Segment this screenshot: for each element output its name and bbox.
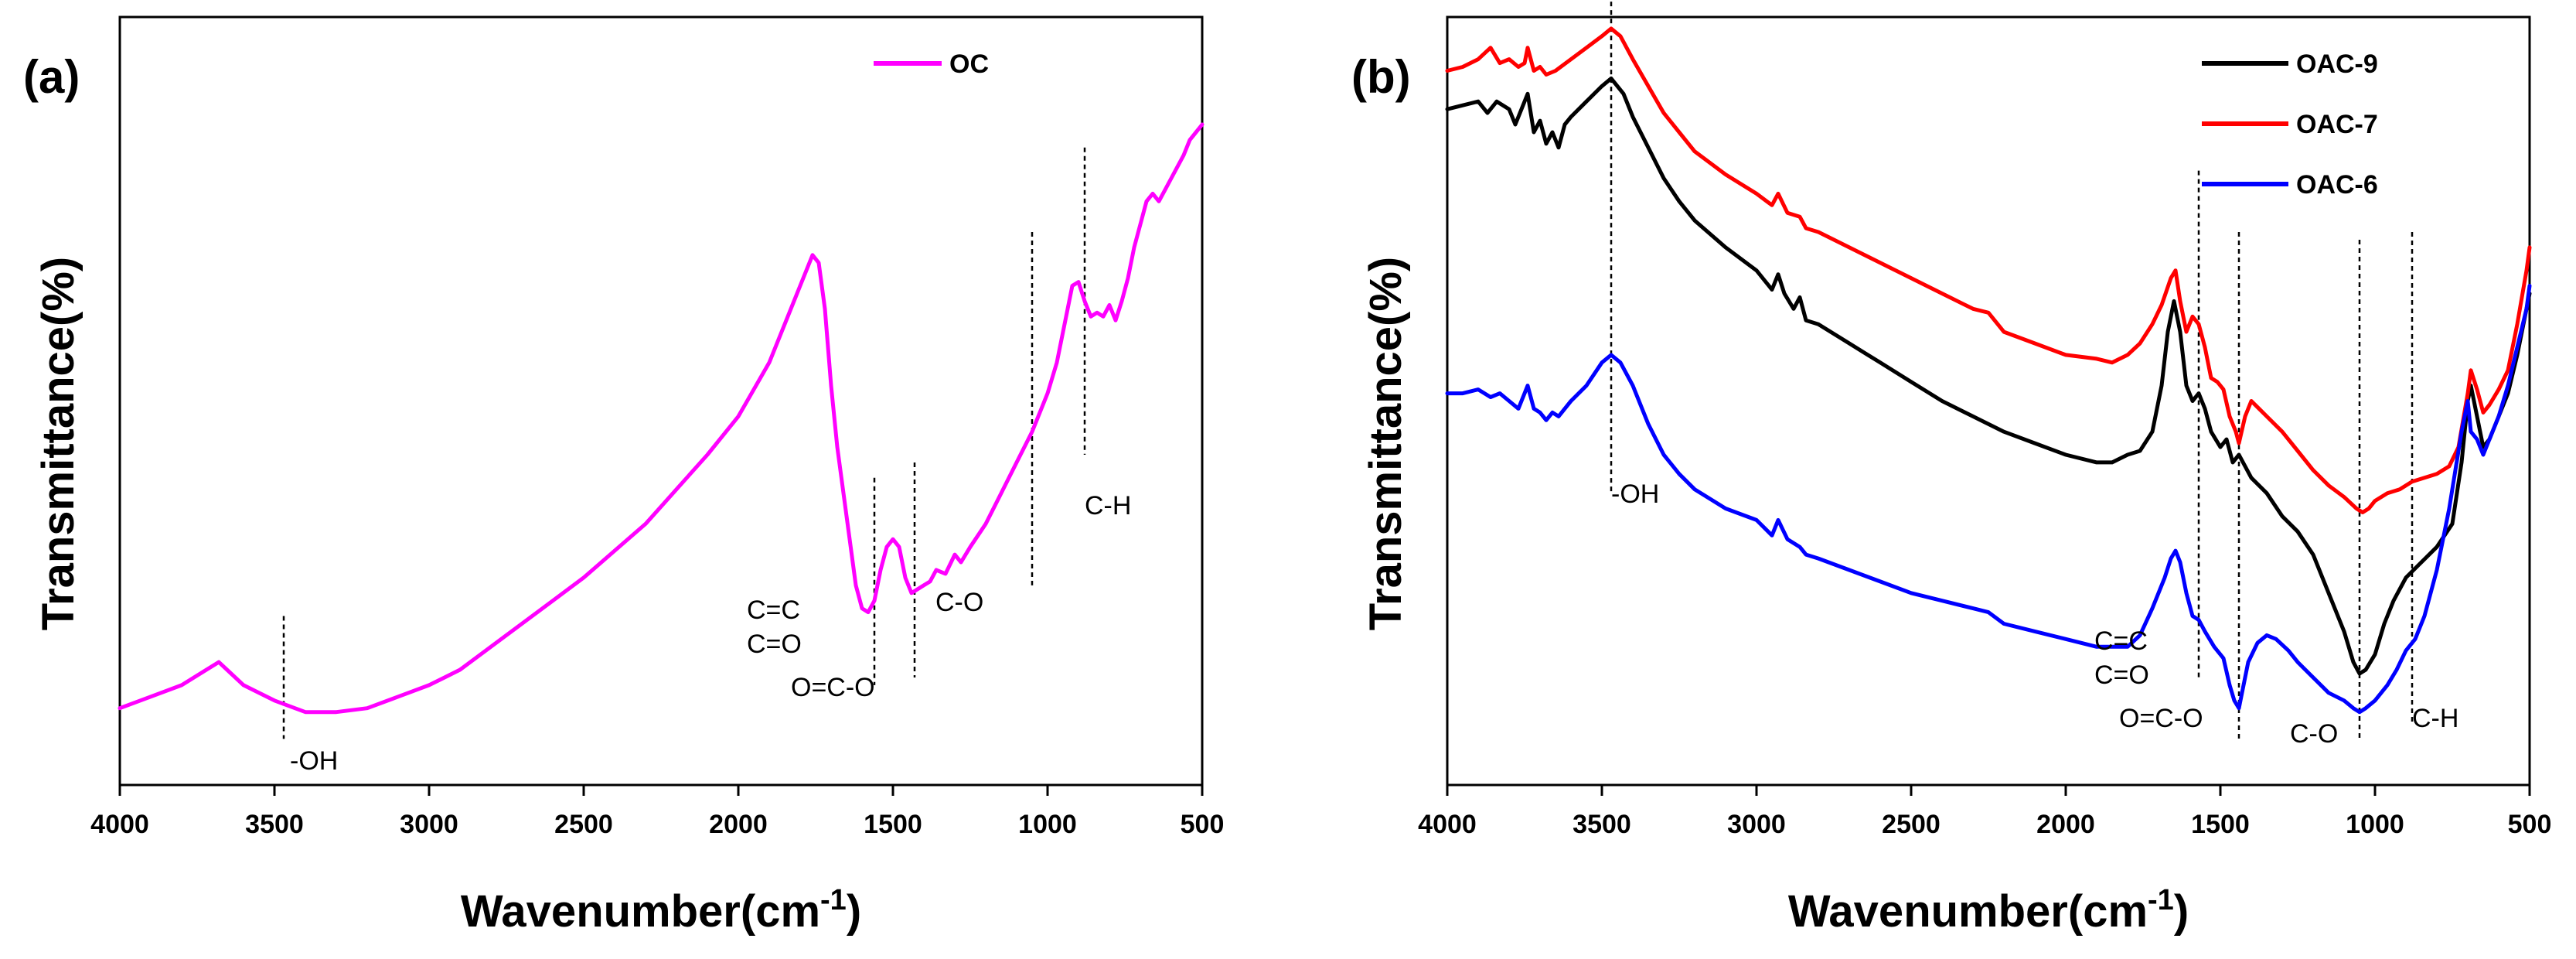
x-tick-label: 3500 [245, 810, 304, 839]
panel-label: (b) [1351, 51, 1411, 103]
series-line-oac-9 [1445, 76, 2532, 676]
peak-annotation-label: C=C [2094, 626, 2148, 656]
peak-annotation-label: C-H [2412, 704, 2458, 733]
x-axis-title: Wavenumber(cm-1) [1788, 884, 2189, 937]
y-axis-title: Transmittance(%) [1361, 257, 1411, 630]
peak-annotation-label: C-H [1085, 491, 1131, 520]
plot-frame [118, 15, 1204, 787]
y-axis-title: Transmittance(%) [33, 257, 83, 630]
peak-annotation-label: C-O [935, 588, 983, 617]
peak-annotation-label: C=O [2094, 660, 2149, 690]
peak-annotation-label: C-O [2290, 719, 2338, 749]
chart-panel-b: 4000 3500 3000 2500 2000 1500 1000 500 Wavenumbe… [1351, 2, 2551, 937]
x-tick-label: 1500 [2191, 810, 2250, 839]
legend-label: OAC-7 [2296, 110, 2378, 139]
peak-annotation-label: O=C-O [2119, 704, 2203, 733]
legend-label: OAC-9 [2296, 49, 2378, 79]
x-tick-label: 3000 [1727, 810, 1786, 839]
x-tick-label: 2000 [2036, 810, 2095, 839]
chart-panel-a: 4000 3500 3000 2500 2000 1500 1000 500 Wavenumbe… [23, 15, 1225, 937]
x-tick-label: 4000 [1418, 810, 1477, 839]
x-axis-title: Wavenumber(cm-1) [461, 884, 861, 937]
panel-label: (a) [23, 51, 80, 103]
x-tick-label: 3000 [400, 810, 458, 839]
legend-label: OAC-6 [2296, 170, 2378, 200]
series-line-oac-6 [1445, 284, 2532, 715]
series-line-oac-7 [1445, 26, 2532, 514]
legend-label: OC [949, 49, 989, 79]
x-tick-label: 1000 [2346, 810, 2404, 839]
x-tick-label: 4000 [90, 810, 149, 839]
x-tick-label: 1000 [1018, 810, 1077, 839]
x-tick-label: 500 [2508, 810, 2552, 839]
peak-annotation-label: O=C-O [791, 673, 875, 702]
x-tick-label: 2500 [1882, 810, 1941, 839]
plot-frame [1446, 15, 2531, 787]
peak-annotation-label: C=C [747, 596, 800, 625]
x-tick-label: 500 [1181, 810, 1225, 839]
series-line-oc [118, 122, 1205, 715]
x-tick-label: 2500 [554, 810, 613, 839]
peak-annotation-label: C=O [747, 630, 802, 659]
x-tick-label: 3500 [1573, 810, 1631, 839]
peak-annotation-label: -OH [290, 746, 338, 776]
x-tick-label: 1500 [864, 810, 922, 839]
peak-annotation-label: -OH [1611, 480, 1659, 509]
x-tick-label: 2000 [709, 810, 768, 839]
